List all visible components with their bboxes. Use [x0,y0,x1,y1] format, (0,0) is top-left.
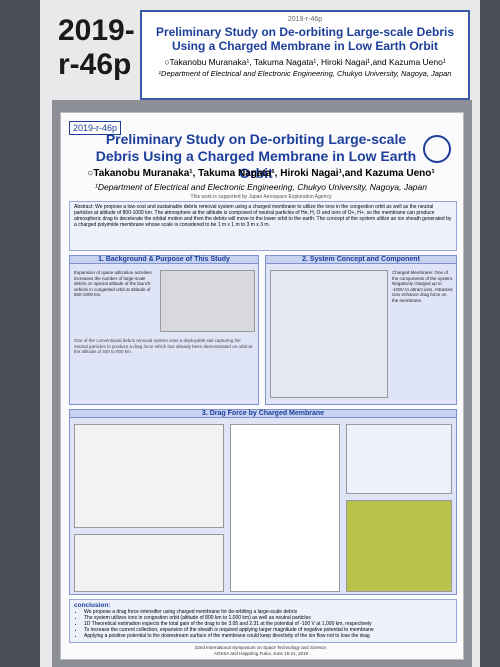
abstract: Abstract: We propose a low-cost and sust… [69,201,457,251]
poster-code-line: 2019- [58,14,135,47]
logo [423,135,451,163]
section-text: Charged Membrane: One of the components … [392,270,454,303]
section: 3. Drag Force by Charged Membrane [69,409,457,595]
card-title: Preliminary Study on De-orbiting Large-s… [155,25,455,53]
section-heading: 3. Drag Force by Charged Membrane [70,410,456,418]
poster-title: Preliminary Study on De-orbiting Large-s… [95,131,417,181]
conclusion: conclusion: We propose a drag force inte… [69,599,457,643]
footer-line: 32nd International Symposium on Space Te… [194,645,328,650]
section: 2. System Concept and Component Charged … [265,255,457,405]
footer-line: AOSSA and Happiring Fukui, June 15-21, 2… [213,651,309,656]
section-heading: 2. System Concept and Component [266,256,456,264]
section: 1. Background & Purpose of This Study Ex… [69,255,259,405]
figure [160,270,255,332]
poster-authors: ○Takanobu Muranaka¹, Takuma Nagata¹, Hir… [87,168,435,179]
poster-code: 2019-r-46p [69,121,122,135]
footer: 32nd International Symposium on Space Te… [161,645,361,657]
section-text: One of the conventional debris removal s… [74,338,253,354]
figure [346,500,452,592]
conclusion-item: 1D Theoretical estimation expects the to… [84,621,452,627]
poster-affiliation: ¹Department of Electrical and Electronic… [95,182,427,192]
conclusion-item: Applying a positive potential to the dow… [84,633,452,639]
conclusion-item: The system utilizes ions in congestion o… [84,615,452,621]
table [230,424,340,592]
figure [270,270,388,398]
title-card: 2019-r-46p Preliminary Study on De-orbit… [140,10,470,100]
conclusion-item: We propose a drag force intensifier usin… [84,609,452,615]
figure [74,424,224,528]
conclusion-item: To increase the current collection, expa… [84,627,452,633]
section-heading: 1. Background & Purpose of This Study [70,256,258,264]
poster-code-line: r-46p [58,48,132,81]
card-affiliation: ¹Department of Electrical and Electronic… [158,69,452,78]
poster-support: This work is supported by Japan Aerospac… [190,194,332,200]
conclusion-list: We propose a drag force intensifier usin… [74,609,452,639]
card-code: 2019-r-46p [287,16,323,23]
section-text: Expansion of space utilization activitie… [74,270,152,297]
conclusion-heading: conclusion: [74,602,111,609]
poster: 2019-r-46p Preliminary Study on De-orbit… [60,112,464,660]
card-authors: ○Takanobu Muranaka¹, Takuma Nagata¹, Hir… [164,57,446,67]
figure [74,534,224,592]
figure [346,424,452,494]
